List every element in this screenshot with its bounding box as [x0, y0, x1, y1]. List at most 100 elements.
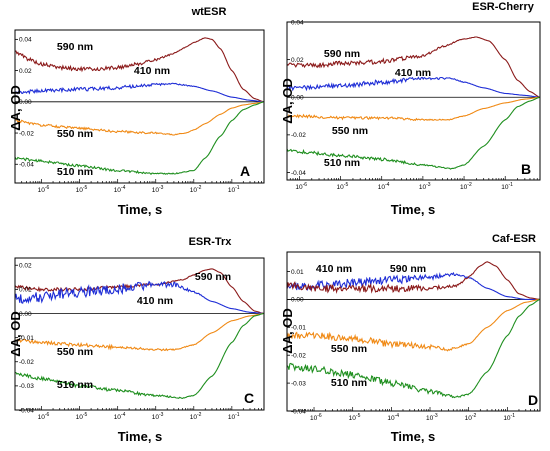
- series-line-590-nm: [286, 36, 541, 98]
- series-label-590-nm: 590 nm: [390, 263, 426, 275]
- x-tick-label: 10-6: [38, 412, 50, 421]
- x-axis-label: Time, s: [391, 429, 436, 444]
- x-tick-label: 10-4: [387, 413, 399, 422]
- series-label-410-nm: 410 nm: [134, 65, 170, 77]
- x-tick-label: 10-5: [349, 413, 361, 422]
- x-tick-label: 10-5: [76, 185, 88, 194]
- series-label-590-nm: 590 nm: [57, 41, 93, 53]
- y-tick-label: 0.02: [291, 57, 304, 64]
- y-tick-label: -0.02: [19, 359, 34, 366]
- series-line-510-nm: [286, 96, 541, 170]
- panel-letter: D: [528, 392, 538, 408]
- x-tick-label: 10-3: [152, 412, 164, 421]
- series-label-410-nm: 410 nm: [316, 263, 352, 275]
- x-tick-label: 10-1: [228, 185, 240, 194]
- series-line-410-nm: [286, 271, 540, 300]
- series-line-590-nm: [286, 261, 541, 300]
- x-tick-label: 10-2: [465, 413, 477, 422]
- x-axis-label: Time, s: [118, 429, 163, 444]
- panel-a: -0.04 -0.02 0.00 0.02 0.04 10-6 10-5 10-4 10-3 10…: [8, 6, 265, 217]
- y-tick-label: 0.00: [291, 297, 304, 304]
- series-line-510-nm: [14, 101, 265, 175]
- panel-letter: C: [244, 390, 254, 406]
- series-label-410-nm: 410 nm: [137, 295, 173, 307]
- panel-title: ESR-Trx: [189, 236, 233, 248]
- panel-letter: B: [521, 161, 531, 177]
- series-line-550-nm: [286, 298, 541, 352]
- y-tick-label: -0.04: [291, 170, 306, 177]
- y-tick-label: -0.04: [19, 162, 34, 169]
- y-tick-label: 0.02: [19, 68, 32, 75]
- series-line-550-nm: [14, 101, 265, 136]
- panel-title: ESR-Cherry: [472, 1, 535, 13]
- y-tick-label: 0.00: [291, 95, 304, 102]
- plot-frame: [14, 257, 265, 411]
- x-tick-label: 10-4: [114, 412, 126, 421]
- series-label-590-nm: 590 nm: [324, 48, 360, 60]
- x-tick-label: 10-1: [501, 182, 513, 191]
- x-tick-label: 10-4: [378, 182, 390, 191]
- x-axis-label: Time, s: [391, 202, 436, 217]
- series-label-410-nm: 410 nm: [395, 67, 431, 79]
- series-label-510-nm: 510 nm: [324, 157, 360, 169]
- panel-b: -0.04 -0.02 0.00 0.02 0.04 10-6 10-5 10-4 10-3 10…: [280, 1, 541, 217]
- panel-title: Caf-ESR: [492, 233, 536, 245]
- y-tick-label: -0.04: [291, 408, 306, 415]
- y-axis-label: ΔA, OD: [280, 308, 295, 353]
- x-tick-label: 10-4: [114, 185, 126, 194]
- y-tick-label: 0.02: [19, 263, 32, 270]
- series-label-550-nm: 550 nm: [331, 343, 367, 355]
- y-axis-label: ΔA, OD: [8, 311, 23, 356]
- y-tick-label: 0.01: [19, 287, 32, 294]
- y-tick-label: 0.04: [19, 37, 32, 44]
- series-label-510-nm: 510 nm: [331, 377, 367, 389]
- x-tick-label: 10-2: [460, 182, 472, 191]
- series-line-410-nm: [14, 280, 265, 315]
- series-line-510-nm: [14, 312, 265, 399]
- x-tick-label: 10-5: [337, 182, 349, 191]
- series-line-550-nm: [14, 312, 265, 352]
- series-label-550-nm: 550 nm: [332, 125, 368, 137]
- x-tick-label: 10-3: [152, 185, 164, 194]
- x-tick-label: 10-5: [76, 412, 88, 421]
- panel-c: -0.04 -0.03 -0.02 -0.01 0.00 0.01 0.02 10-6 10-5…: [8, 236, 265, 444]
- series-line-590-nm: [15, 37, 265, 103]
- series-label-510-nm: 510 nm: [57, 166, 93, 178]
- x-tick-label: 10-3: [419, 182, 431, 191]
- y-tick-label: -0.02: [291, 353, 306, 360]
- y-axis-label: ΔA, OD: [280, 78, 295, 123]
- plot-frame: [286, 251, 541, 412]
- x-tick-label: 10-6: [38, 185, 50, 194]
- series-line-410-nm: [14, 82, 264, 103]
- series-label-550-nm: 550 nm: [57, 346, 93, 358]
- y-tick-label: 0.00: [19, 99, 32, 106]
- y-tick-label: -0.03: [291, 380, 306, 387]
- y-tick-label: 0.04: [291, 19, 304, 26]
- series-line-510-nm: [286, 298, 541, 399]
- y-tick-label: -0.01: [291, 325, 306, 332]
- x-tick-label: 10-3: [426, 413, 438, 422]
- x-axis-label: Time, s: [118, 202, 163, 217]
- panel-d: -0.04 -0.03 -0.02 -0.01 0.00 0.01 10-6 10-5 10-4…: [280, 233, 541, 444]
- y-tick-label: 0.01: [291, 269, 304, 276]
- y-tick-label: -0.01: [19, 335, 34, 342]
- series-label-510-nm: 510 nm: [57, 379, 93, 391]
- x-tick-label: 10-1: [228, 412, 240, 421]
- y-tick-label: -0.03: [19, 383, 34, 390]
- panel-title: wtESR: [191, 6, 227, 18]
- plot-frame: [14, 29, 265, 184]
- x-tick-label: 10-6: [310, 413, 322, 422]
- x-tick-label: 10-1: [503, 413, 515, 422]
- x-tick-label: 10-2: [190, 185, 202, 194]
- series-label-590-nm: 590 nm: [195, 271, 231, 283]
- series-line-550-nm: [286, 96, 541, 122]
- series-label-550-nm: 550 nm: [57, 128, 93, 140]
- y-tick-label: -0.04: [19, 407, 34, 414]
- panel-letter: A: [240, 163, 250, 179]
- series-line-410-nm: [286, 76, 540, 98]
- y-tick-label: -0.02: [19, 130, 34, 137]
- y-axis-label: ΔA, OD: [8, 85, 23, 130]
- x-tick-label: 10-6: [295, 182, 307, 191]
- x-tick-label: 10-2: [190, 412, 202, 421]
